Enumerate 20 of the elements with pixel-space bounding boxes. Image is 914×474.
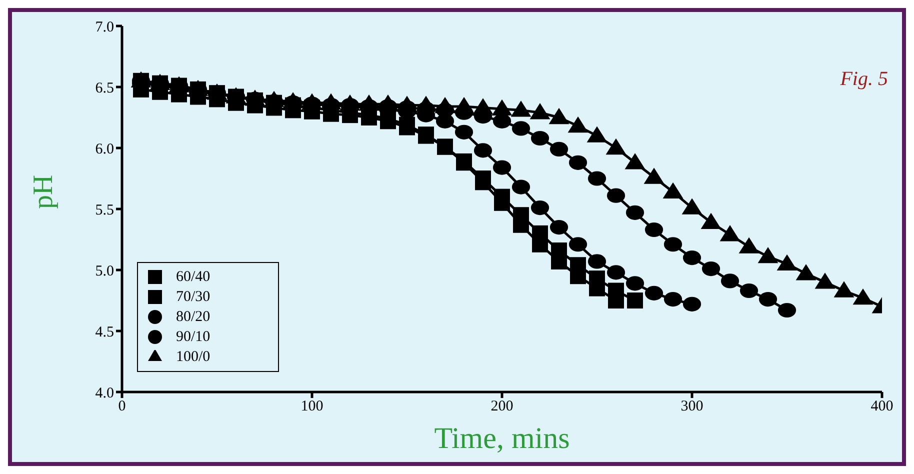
y-tick-label: 6.0 (95, 141, 114, 158)
legend-label: 80/20 (176, 309, 210, 325)
x-axis-title: Time, mins (434, 422, 570, 455)
y-tick-label: 4.0 (95, 385, 114, 402)
y-axis-title: pH (28, 174, 59, 209)
x-tick-label: 300 (680, 398, 704, 415)
legend-label: 100/0 (176, 349, 210, 365)
legend-label: 90/10 (176, 329, 210, 345)
legend-label: 70/30 (176, 289, 210, 305)
y-tick-label: 6.5 (95, 80, 114, 96)
annotation: Fig. 5 (840, 68, 888, 91)
x-tick-label: 400 (870, 398, 894, 415)
y-tick-label: 5.0 (95, 263, 114, 280)
y-tick-label: 5.5 (95, 202, 114, 218)
y-tick-label: 4.5 (95, 324, 114, 340)
x-tick-label: 100 (300, 398, 324, 415)
x-tick-label: 200 (490, 398, 514, 415)
x-tick-label: 0 (118, 398, 126, 415)
legend-label: 60/40 (176, 269, 210, 285)
y-tick-label: 7.0 (95, 19, 114, 36)
